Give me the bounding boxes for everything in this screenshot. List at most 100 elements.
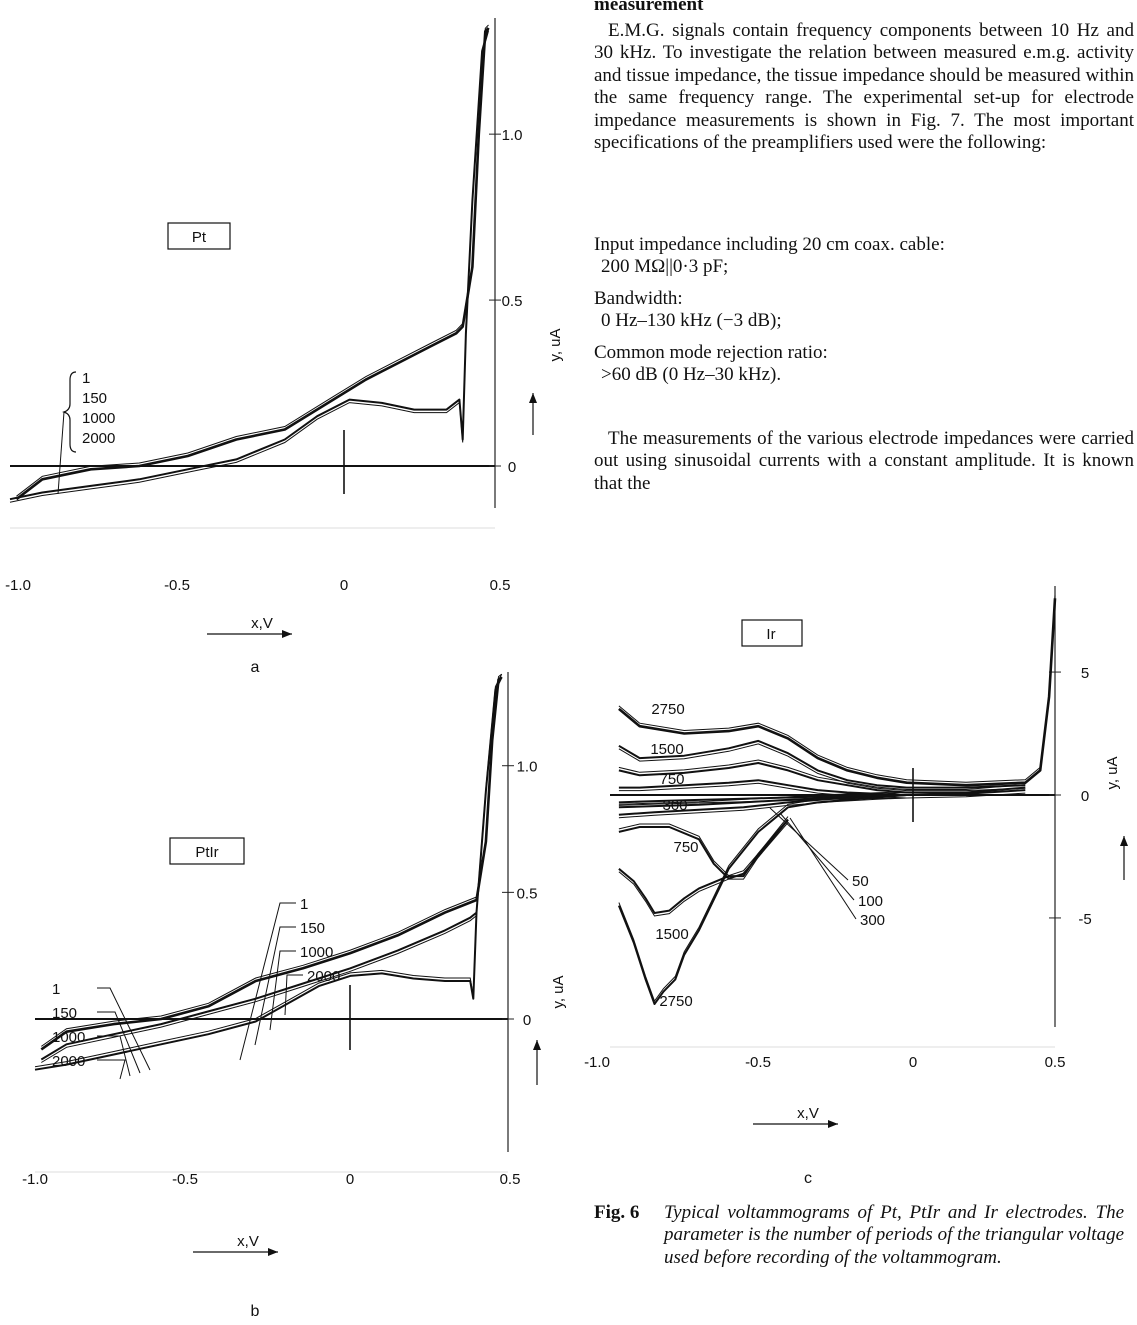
series-brace — [62, 371, 77, 453]
leader-line — [779, 812, 855, 901]
leader-line — [269, 950, 296, 1031]
spec-list: Input impedance including 20 cm coax. ca… — [594, 234, 1134, 395]
series-label: 750 — [673, 839, 698, 856]
y-tick-label: 0.5 — [517, 885, 538, 902]
series-label: 1000 — [300, 944, 333, 961]
series-label: 300 — [662, 797, 687, 814]
arrowhead — [268, 1248, 278, 1256]
leader-line — [284, 974, 303, 1016]
voltammogram-curve — [618, 794, 907, 804]
y-tick-label: 0 — [523, 1012, 531, 1029]
voltammogram-curve — [15, 27, 490, 501]
voltammogram-panel-c: -5 0 5 -1.0 -0.5 0 0.5 x,V y, uA c Ir 2750 1500 750 30… — [584, 586, 1128, 1187]
electrode-label-box — [741, 619, 803, 647]
y-axis-label: y, uA — [547, 328, 564, 361]
y-tick-label: 1.0 — [502, 127, 523, 144]
x-tick-label: -0.5 — [172, 1171, 198, 1188]
voltammogram-curve — [618, 595, 1056, 783]
figure-label: Fig. 6 — [594, 1202, 640, 1223]
series-label: 150 — [52, 1005, 77, 1022]
leader-line — [769, 807, 849, 881]
leader-line — [97, 1035, 131, 1077]
figure-caption: Fig. 6 Typical voltammograms of Pt, PtIr… — [594, 1202, 1124, 1269]
panel-letter: c — [804, 1170, 812, 1187]
voltammogram-curve — [34, 673, 503, 1068]
series-label: 50 — [852, 873, 869, 890]
electrode-label-box — [167, 222, 231, 250]
series-label: 1500 — [650, 741, 683, 758]
voltammogram-curve — [16, 24, 489, 497]
series-label: 1 — [52, 981, 60, 998]
series-label: 2750 — [651, 701, 684, 718]
series-label: 2750 — [659, 993, 692, 1010]
y-tick-label: 5 — [1081, 665, 1089, 682]
y-tick-label: 0 — [508, 459, 516, 476]
x-tick-label: 0 — [909, 1054, 917, 1071]
series-label: 1000 — [52, 1029, 85, 1046]
electrode-label-box — [169, 837, 245, 865]
y-tick-label: 0 — [1081, 788, 1089, 805]
spec-label: Common mode rejection ratio: — [594, 341, 828, 363]
voltammogram-curve — [9, 27, 490, 501]
leader-line — [239, 902, 296, 1061]
electrode-label: PtIr — [195, 844, 218, 861]
voltammogram-curve — [618, 739, 1026, 789]
spec-value: >60 dB (0 Hz–30 kHz). — [601, 364, 782, 386]
series-label: 1500 — [655, 926, 688, 943]
panel-letter: b — [251, 1303, 260, 1320]
voltammogram-curve — [618, 743, 1026, 792]
voltammogram-curve — [618, 598, 1057, 787]
arrowhead — [529, 393, 537, 403]
y-tick-label: 1.0 — [517, 759, 538, 776]
series-label: 750 — [659, 771, 684, 788]
voltammogram-curve — [9, 30, 489, 503]
series-label: 1 — [300, 896, 308, 913]
voltammogram-panel-b: 0 0.5 1.0 -1.0 -0.5 0 0.5 x,V y, uA b PtIr 1 150 1000… — [22, 672, 567, 1320]
arrowhead — [533, 1040, 541, 1050]
y-tick-label: 0.5 — [502, 293, 523, 310]
x-axis-label: x,V — [797, 1105, 819, 1122]
x-axis-label: x,V — [237, 1233, 259, 1250]
spec-label: Bandwidth: — [594, 287, 683, 309]
arrowhead — [282, 630, 292, 638]
y-axis-label: y, uA — [1104, 756, 1121, 789]
x-tick-label: -0.5 — [164, 577, 190, 594]
voltammogram-curve — [618, 797, 907, 806]
x-tick-label: -1.0 — [22, 1171, 48, 1188]
spec-label: Input impedance including 20 cm coax. ca… — [594, 234, 945, 255]
series-label: 300 — [860, 912, 885, 929]
voltammogram-curve — [41, 915, 477, 1063]
leader-line — [97, 1059, 126, 1080]
voltammogram-panel-a: 0 0.5 1.0 -1.0 -0.5 0 0.5 x,V y, uA a Pt 1 150 1000 20… — [5, 18, 564, 676]
leader-line — [57, 411, 65, 495]
x-tick-label: 0 — [346, 1171, 354, 1188]
leader-line — [97, 1011, 141, 1074]
voltammogram-curve — [618, 782, 1026, 799]
spec-value: 0 Hz–130 kHz (−3 dB); — [601, 310, 782, 332]
leader-line — [97, 987, 151, 1071]
electrode-label: Pt — [192, 229, 207, 246]
voltammogram-curve — [618, 797, 907, 819]
leader-line — [789, 817, 857, 920]
y-tick-label: -5 — [1078, 911, 1091, 928]
voltammogram-curve — [618, 762, 1026, 794]
voltammogram-curve — [618, 818, 789, 880]
x-tick-label: 0.5 — [1045, 1054, 1066, 1071]
series-label: 150 — [300, 920, 325, 937]
voltammogram-curve — [618, 816, 789, 877]
voltammogram-curve — [41, 673, 503, 1047]
series-label: 2000 — [52, 1053, 85, 1070]
panel-letter: a — [251, 659, 260, 676]
leader-line — [254, 926, 296, 1046]
series-label: 1 — [82, 370, 90, 387]
x-tick-label: -0.5 — [745, 1054, 771, 1071]
arrowhead — [828, 1120, 838, 1128]
voltammogram-curve — [617, 794, 907, 1005]
series-label: 1000 — [82, 410, 115, 427]
series-label: 2000 — [82, 430, 115, 447]
spec-value: 200 MΩ||0·3 pF; — [601, 256, 729, 278]
series-label: 100 — [858, 893, 883, 910]
x-tick-label: 0.5 — [500, 1171, 521, 1188]
x-tick-label: 0.5 — [490, 577, 511, 594]
